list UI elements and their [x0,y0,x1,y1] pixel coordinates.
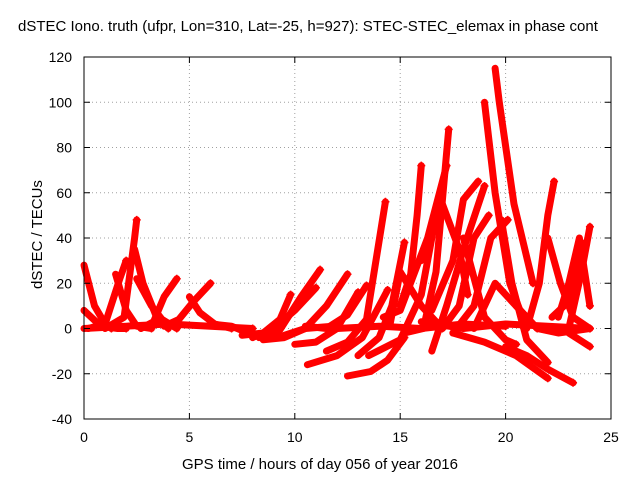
y-tick-label: 80 [56,140,72,156]
series-marker-arc13 [286,290,295,299]
axis-layer: 0 5 10 15 20 25 -40 -20 0 20 40 60 80 100 120 [49,49,619,445]
x-tick-label: 15 [392,429,408,445]
series-marker-arc08 [172,274,181,283]
series-line-arc38 [502,343,577,387]
series-marker-arc33 [512,340,521,349]
series-marker-arc14 [311,283,320,292]
series-marker-arc32 [480,181,489,190]
y-tick-label: -40 [52,411,72,427]
x-tick-label: 0 [80,429,88,445]
series-line-arc41 [523,177,558,332]
y-tick-label: 100 [49,94,73,110]
series-line-arc24 [365,200,442,360]
series-marker-arc48 [585,324,594,333]
series-marker-arc17 [343,270,352,279]
series-line-arc44 [565,329,594,351]
series-marker-arc21 [381,197,390,206]
series-marker-arc27 [417,161,426,170]
y-tick-label: 60 [56,185,72,201]
series-line-arc22 [344,334,408,380]
series-line-arc31 [438,211,493,332]
series-marker-arc39 [543,374,552,383]
series-line-arc15 [255,266,324,342]
series-marker-arc43 [585,301,594,310]
y-tick-label: 20 [56,275,72,291]
series-line-arc49 [333,320,510,332]
x-tick-label: 10 [287,429,303,445]
series-marker-arc38 [569,378,578,387]
chart-title: dSTEC Iono. truth (ufpr, Lon=310, Lat=-2… [18,18,598,35]
series-line-arc20 [303,286,392,369]
x-axis-label: GPS time / hours of day 056 of year 2016 [182,456,458,473]
series-line-arc30 [428,177,482,314]
series-marker-arc36 [529,279,538,288]
series-marker-arc09 [206,279,215,288]
series-line-arc05 [101,216,141,332]
y-tick-label: 120 [49,49,73,65]
series-line-arc17 [280,270,351,339]
series-line-arc36 [491,64,537,287]
series-marker-arc49 [501,322,510,331]
series-marker-arc15 [316,265,325,274]
y-axis-label: dSTEC / TECUs [29,180,46,289]
series-marker-arc46 [585,222,594,231]
series-marker-arc41 [550,177,559,186]
series-line-arc46 [565,223,594,332]
series-marker-arc30 [474,177,483,186]
x-tick-label: 20 [498,429,514,445]
series-line-arc27 [396,162,425,310]
y-tick-label: 40 [56,230,72,246]
series-line-arc19 [301,282,370,332]
series-marker-arc23 [400,238,409,247]
series-marker-arc31 [484,211,493,220]
x-tick-label: 5 [186,429,194,445]
series-marker-arc34 [503,215,512,224]
series-layer [80,64,594,387]
series-line-arc39 [449,329,552,382]
series-marker-arc44 [585,342,594,351]
series-line-arc45 [548,239,585,321]
y-tick-label: -20 [52,366,72,382]
x-tick-label: 25 [603,429,619,445]
series-marker-arc20 [383,286,392,295]
y-tick-label: 0 [64,321,72,337]
series-marker-arc05 [132,215,141,224]
series-marker-arc29 [444,125,453,134]
